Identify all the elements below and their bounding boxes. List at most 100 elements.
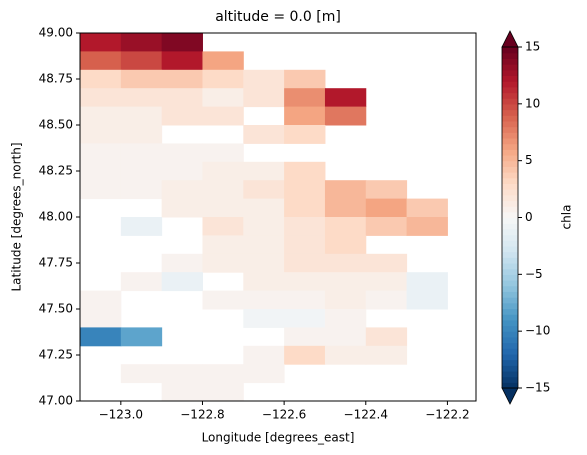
heat-cell	[365, 198, 408, 218]
heat-cell	[161, 106, 203, 126]
colorbar-band	[502, 103, 518, 111]
heat-cell	[243, 180, 285, 200]
y-tick-label: 48.00	[39, 210, 73, 224]
heat-cell	[284, 180, 326, 200]
heat-cell	[284, 290, 326, 310]
heat-cell	[324, 106, 367, 126]
colorbar-band	[502, 143, 518, 150]
heat-cell	[406, 217, 448, 236]
heat-cell	[202, 180, 244, 200]
heat-cell	[284, 88, 326, 108]
colorbar-tick-label: −10	[525, 324, 550, 338]
colorbar-band	[502, 183, 518, 190]
y-tick-label: 48.50	[39, 118, 73, 132]
colorbar-tick-label: 0	[525, 210, 533, 224]
colorbar-band	[502, 262, 518, 270]
heat-cell	[202, 143, 244, 163]
heat-cell	[324, 217, 367, 236]
colorbar-band	[502, 132, 518, 139]
colorbar-band	[502, 115, 518, 122]
heat-cell	[365, 272, 408, 292]
heat-cell	[80, 106, 122, 126]
colorbar-band	[502, 47, 518, 54]
heat-cell	[243, 69, 285, 89]
heat-cell	[120, 327, 163, 347]
heat-cell	[243, 235, 285, 255]
heat-cell	[324, 345, 367, 365]
colorbar-band	[502, 194, 518, 202]
colorbar-band	[502, 120, 518, 128]
heat-cell	[406, 198, 448, 218]
heat-cell	[365, 290, 408, 310]
heat-cell	[365, 217, 408, 236]
heat-cell	[365, 345, 408, 365]
heat-cell	[202, 106, 244, 126]
heat-cell	[243, 198, 285, 218]
x-tick-label: −122.8	[180, 408, 224, 422]
colorbar-tick-label: 5	[525, 153, 533, 167]
colorbar-band	[502, 189, 518, 196]
colorbar-band	[502, 302, 518, 310]
heat-cell	[161, 253, 203, 273]
x-tick-label: −123.0	[99, 408, 143, 422]
heat-cell	[324, 253, 367, 273]
heat-cell	[202, 161, 244, 181]
heat-cell	[80, 51, 122, 71]
colorbar-extend-bottom	[501, 387, 519, 405]
heat-cell	[120, 69, 163, 89]
heat-cell	[243, 253, 285, 273]
heat-cell	[284, 253, 326, 273]
colorbar-band	[502, 234, 518, 241]
colorbar-band	[502, 319, 518, 327]
colorbar-band	[502, 331, 518, 338]
colorbar-band	[502, 98, 518, 105]
colorbar-band	[502, 348, 518, 355]
colorbar-band	[502, 206, 518, 213]
heat-cell	[243, 125, 285, 144]
heat-cell	[406, 290, 448, 310]
heat-cell	[161, 180, 203, 200]
heat-cell	[161, 88, 203, 108]
heat-cell	[243, 345, 285, 365]
heat-cell	[324, 88, 367, 108]
colorbar-band	[502, 137, 518, 145]
y-tick-label: 48.75	[39, 72, 73, 86]
heat-cell	[243, 309, 285, 328]
heat-cell	[161, 143, 203, 163]
heat-cell	[284, 217, 326, 236]
x-tick-label: −122.6	[262, 408, 306, 422]
colorbar-band	[502, 126, 518, 133]
heat-cell	[80, 180, 122, 200]
heat-cell	[161, 364, 203, 384]
heat-cell	[120, 33, 163, 52]
colorbar-band	[502, 291, 518, 298]
colorbar-band	[502, 81, 518, 88]
heat-cell	[202, 364, 244, 384]
y-tick-label: 49.00	[39, 26, 73, 40]
colorbar-band	[502, 314, 518, 321]
colorbar-band	[502, 217, 518, 224]
colorbar-tick-label: 10	[525, 96, 540, 110]
heat-cell	[80, 290, 122, 310]
colorbar-band	[502, 336, 518, 344]
heat-cell	[324, 198, 367, 218]
y-tick-label: 47.75	[39, 256, 73, 270]
heat-cell	[284, 327, 326, 347]
heat-cell	[324, 327, 367, 347]
heat-cell	[80, 309, 122, 328]
y-tick-label: 47.50	[39, 302, 73, 316]
heat-cell	[202, 253, 244, 273]
colorbar-tick-label: −5	[525, 267, 543, 281]
heat-cell	[202, 88, 244, 108]
heat-cell	[202, 51, 244, 71]
colorbar-band	[502, 325, 518, 332]
heat-cell	[80, 161, 122, 181]
heat-cell	[243, 161, 285, 181]
heat-cell	[161, 69, 203, 89]
colorbar-band	[502, 52, 518, 59]
heat-cell	[365, 327, 408, 347]
heat-cell	[120, 161, 163, 181]
heat-cell	[120, 88, 163, 108]
heat-cell	[365, 180, 408, 200]
heat-cell	[284, 198, 326, 218]
